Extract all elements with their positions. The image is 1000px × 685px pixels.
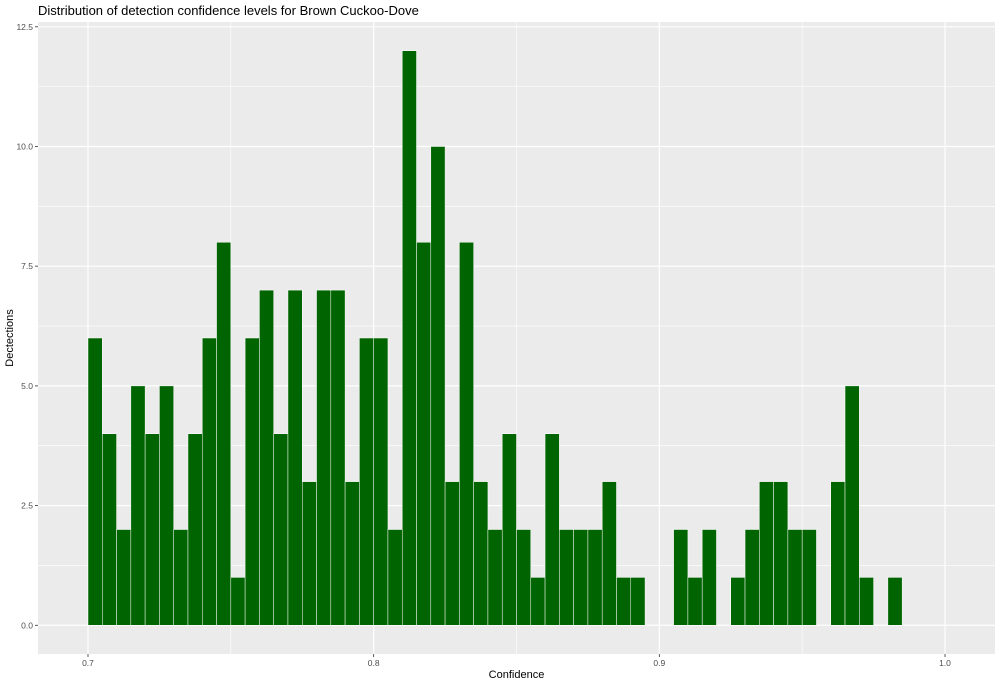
histogram-bar	[601, 481, 617, 626]
x-tick-label: 0.9	[653, 658, 665, 668]
histogram-bar	[330, 289, 346, 626]
histogram-bar	[444, 481, 460, 626]
chart-title: Distribution of detection confidence lev…	[38, 3, 419, 18]
histogram-bar	[773, 481, 789, 626]
histogram-bar	[159, 385, 174, 626]
histogram-bar	[287, 289, 303, 626]
histogram-bar	[301, 481, 317, 626]
histogram-bar	[373, 337, 389, 626]
histogram-bar	[844, 385, 860, 626]
x-tick-label: 1.0	[939, 658, 951, 668]
histogram-bar	[344, 481, 360, 626]
histogram-bar	[87, 337, 103, 626]
histogram-bar	[130, 385, 146, 626]
histogram-bar	[359, 337, 374, 626]
y-tick-label: 0.0	[21, 620, 33, 630]
y-tick-label: 10.0	[16, 141, 33, 151]
histogram-bar	[701, 529, 717, 626]
histogram-bar	[859, 577, 874, 626]
histogram-bar	[387, 529, 403, 626]
bars	[87, 50, 903, 626]
histogram-bar	[401, 50, 417, 626]
histogram-bar	[759, 481, 774, 626]
y-axis-title: Dectections	[4, 309, 16, 367]
histogram-bar	[259, 289, 274, 626]
axes: 0.0 2.5 5.0 7.5 10.0 12.5 0.7 0.8 0.9 1.0	[16, 22, 951, 668]
histogram-bar	[230, 577, 246, 626]
histogram-bar	[516, 529, 532, 626]
histogram-bar	[801, 529, 817, 626]
histogram-bar	[501, 433, 517, 626]
histogram-bar	[244, 337, 260, 626]
histogram-bar	[673, 529, 689, 626]
histogram-bar	[144, 433, 160, 626]
histogram-bar	[787, 529, 803, 626]
x-axis-title: Confidence	[489, 669, 545, 681]
histogram-bar	[559, 529, 574, 626]
histogram-bar	[173, 529, 189, 626]
histogram-bar	[216, 241, 232, 626]
histogram-bar	[544, 433, 560, 626]
histogram-bar	[116, 529, 132, 626]
histogram-bar	[416, 241, 432, 626]
histogram-bar	[530, 577, 546, 626]
histogram-bar	[273, 433, 289, 626]
histogram-bar	[630, 577, 646, 626]
histogram-bar	[687, 577, 703, 626]
histogram-bar	[744, 529, 760, 626]
x-tick-label: 0.8	[368, 658, 380, 668]
histogram-bar	[102, 433, 117, 626]
histogram-bar	[616, 577, 632, 626]
y-tick-label: 7.5	[21, 261, 33, 271]
histogram-bar	[187, 433, 203, 626]
x-tick-label: 0.7	[82, 658, 94, 668]
histogram-bar	[459, 241, 474, 626]
histogram-bar	[830, 481, 846, 626]
histogram-bar	[730, 577, 746, 626]
histogram-bar	[887, 577, 903, 626]
histogram-bar	[202, 337, 217, 626]
histogram-bar	[316, 289, 332, 626]
y-tick-label: 2.5	[21, 501, 33, 511]
histogram-bar	[573, 529, 589, 626]
histogram-bar	[487, 529, 503, 626]
histogram-bar	[473, 481, 489, 626]
y-tick-label: 12.5	[16, 22, 33, 32]
histogram-bar	[430, 146, 446, 626]
y-tick-label: 5.0	[21, 381, 33, 391]
histogram-bar	[587, 529, 603, 626]
